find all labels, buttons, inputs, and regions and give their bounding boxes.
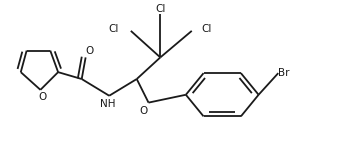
Text: Br: Br <box>278 68 290 78</box>
Text: Cl: Cl <box>202 24 212 34</box>
Text: NH: NH <box>100 99 115 109</box>
Text: Cl: Cl <box>109 24 119 34</box>
Text: O: O <box>140 106 148 116</box>
Text: O: O <box>38 92 46 102</box>
Text: Cl: Cl <box>155 4 166 14</box>
Text: O: O <box>85 46 94 56</box>
